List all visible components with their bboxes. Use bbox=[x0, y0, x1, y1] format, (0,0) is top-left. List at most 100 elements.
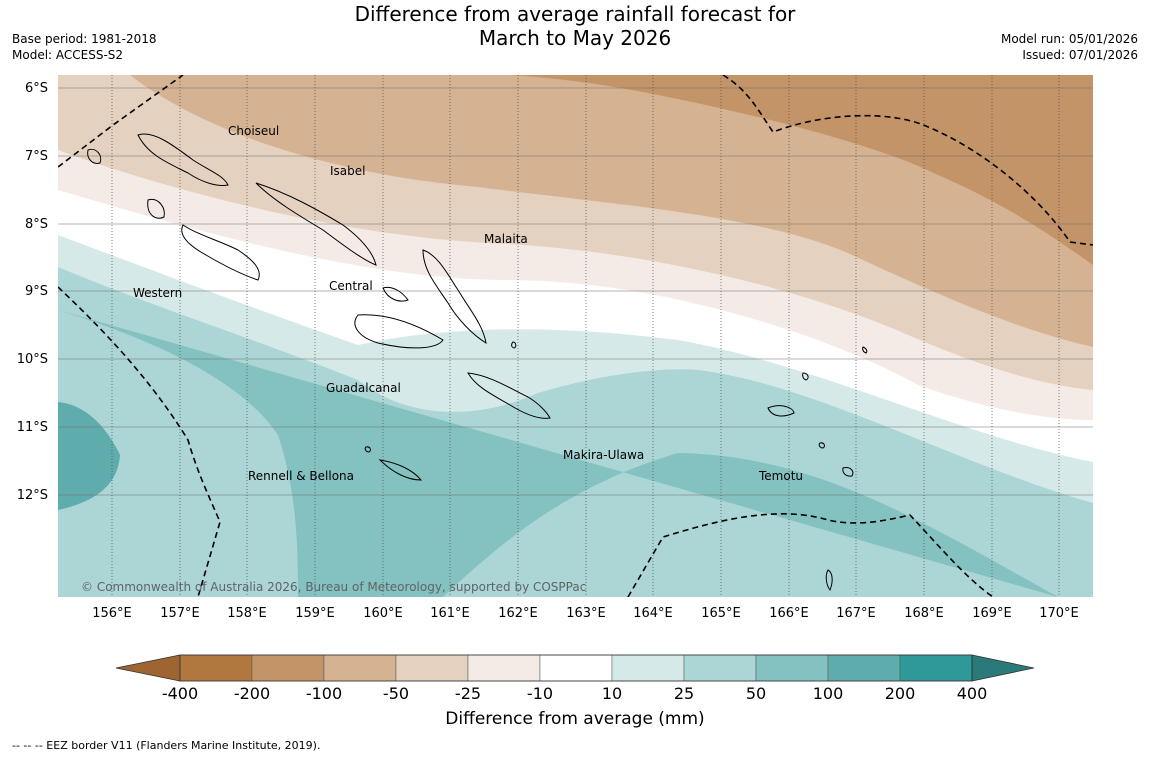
lat-label-10s: 10°S bbox=[16, 352, 48, 367]
eez-border-south bbox=[627, 513, 994, 597]
lon-label-156e: 156°E bbox=[92, 606, 132, 621]
colorbar-segment bbox=[395, 654, 469, 682]
colorbar-tick-label: 50 bbox=[745, 684, 767, 703]
island-rennell bbox=[378, 459, 423, 481]
meta-left: Base period: 1981-2018 Model: ACCESS-S2 bbox=[12, 31, 157, 63]
island-vella-lavella bbox=[147, 198, 165, 219]
lat-label-7s: 7°S bbox=[24, 149, 48, 164]
region-label-isabel: Isabel bbox=[330, 164, 366, 178]
band-wet-100 bbox=[58, 310, 1058, 597]
island-tikopia bbox=[818, 442, 825, 449]
colorbar-segment bbox=[467, 654, 541, 682]
eez-footnote: -- -- -- EEZ border V11 (Flanders Marine… bbox=[12, 739, 321, 752]
colorbar-segment bbox=[755, 654, 829, 682]
island-outlines bbox=[87, 133, 868, 591]
island-vanikoro bbox=[842, 467, 854, 477]
region-label-central: Central bbox=[329, 279, 373, 293]
colorbar-tick-label: 100 bbox=[812, 684, 844, 703]
colorbar-extend-low bbox=[115, 654, 181, 682]
island-makira bbox=[467, 372, 551, 419]
map-area bbox=[58, 75, 1093, 597]
region-label-choiseul: Choiseul bbox=[228, 124, 280, 138]
colorbar-tick-label: -10 bbox=[526, 684, 554, 703]
copyright-notice: © Commonwealth of Australia 2026, Bureau… bbox=[81, 580, 587, 594]
island-ulawa bbox=[511, 341, 517, 349]
island-santa-cruz bbox=[767, 405, 795, 417]
lon-label-158e: 158°E bbox=[227, 606, 267, 621]
lat-label-6s: 6°S bbox=[24, 81, 48, 96]
colorbar bbox=[115, 654, 1035, 682]
lon-label-169e: 169°E bbox=[972, 606, 1012, 621]
band-dry-200 bbox=[508, 75, 1093, 265]
island-sikaiana bbox=[862, 346, 868, 354]
island-bellona bbox=[364, 446, 371, 453]
lon-label-157e: 157°E bbox=[160, 606, 200, 621]
colorbar-segment bbox=[323, 654, 397, 682]
colorbar-segment bbox=[179, 654, 253, 682]
colorbar-segment bbox=[899, 654, 973, 682]
model-run: Model run: 05/01/2026 bbox=[1000, 32, 1138, 46]
colorbar-title: Difference from average (mm) bbox=[445, 709, 705, 729]
colorbar-tick-label: 200 bbox=[884, 684, 916, 703]
colorbar-tick-label: -50 bbox=[382, 684, 410, 703]
region-label-western: Western bbox=[133, 286, 183, 300]
issued-date: Issued: 07/01/2026 bbox=[1022, 48, 1138, 62]
island-shortlands bbox=[87, 148, 102, 164]
model-name: Model: ACCESS-S2 bbox=[12, 48, 124, 62]
colorbar-tick-label: -400 bbox=[161, 684, 199, 703]
lon-label-170e: 170°E bbox=[1039, 606, 1079, 621]
island-guadalcanal bbox=[354, 314, 444, 349]
island-new-georgia bbox=[181, 224, 260, 281]
island-anuta bbox=[825, 569, 833, 591]
meta-right: Model run: 05/01/2026 Issued: 07/01/2026 bbox=[1001, 31, 1138, 63]
band-wet-200 bbox=[58, 402, 120, 510]
band-dry-100 bbox=[80, 75, 1093, 347]
colorbar-tick-label: 10 bbox=[601, 684, 623, 703]
colorbar-segment bbox=[827, 654, 901, 682]
colorbar-tick-label: -100 bbox=[305, 684, 343, 703]
region-label-malaita: Malaita bbox=[484, 232, 528, 246]
map-title: Difference from average rainfall forecas… bbox=[0, 2, 1150, 50]
island-isabel bbox=[255, 182, 377, 266]
latitude-gridlines bbox=[58, 87, 1093, 496]
colorbar-tick-label: -25 bbox=[454, 684, 482, 703]
title-line-2: March to May 2026 bbox=[478, 26, 672, 50]
rainfall-map bbox=[58, 75, 1093, 597]
lon-label-160e: 160°E bbox=[363, 606, 403, 621]
colorbar-tick-label: 400 bbox=[956, 684, 988, 703]
region-label-rennell-bellona: Rennell & Bellona bbox=[248, 469, 355, 483]
colorbar-frame bbox=[179, 654, 973, 682]
lon-label-168e: 168°E bbox=[904, 606, 944, 621]
colorbar-segment bbox=[539, 654, 613, 682]
island-malaita bbox=[422, 249, 487, 345]
region-label-guadalcanal: Guadalcanal bbox=[326, 381, 401, 395]
colorbar-segment bbox=[611, 654, 685, 682]
colorbar-segment bbox=[251, 654, 325, 682]
island-choiseul bbox=[137, 133, 229, 186]
lon-label-163e: 163°E bbox=[566, 606, 606, 621]
title-line-1: Difference from average rainfall forecas… bbox=[354, 2, 796, 26]
longitude-gridlines bbox=[111, 75, 1060, 597]
colorbar-tick-label: 25 bbox=[673, 684, 695, 703]
lat-label-9s: 9°S bbox=[24, 284, 48, 299]
region-label-temotu: Temotu bbox=[759, 469, 804, 483]
island-reef-islands bbox=[802, 372, 809, 381]
eez-border bbox=[58, 75, 1093, 597]
lat-label-11s: 11°S bbox=[16, 420, 48, 435]
colorbar-segment bbox=[683, 654, 757, 682]
lon-label-161e: 161°E bbox=[430, 606, 470, 621]
lat-label-8s: 8°S bbox=[24, 217, 48, 232]
eez-border-northeast bbox=[722, 75, 1093, 246]
region-label-makira-ulawa: Makira-Ulawa bbox=[563, 448, 645, 462]
base-period: Base period: 1981-2018 bbox=[12, 32, 157, 46]
lat-label-12s: 12°S bbox=[16, 488, 48, 503]
lon-label-167e: 167°E bbox=[836, 606, 876, 621]
lon-label-165e: 165°E bbox=[701, 606, 741, 621]
colorbar-tick-label: -200 bbox=[233, 684, 271, 703]
island-florida bbox=[382, 286, 409, 302]
lon-label-162e: 162°E bbox=[498, 606, 538, 621]
eez-border-north bbox=[58, 75, 184, 168]
colorbar-extend-high bbox=[971, 654, 1035, 682]
lon-label-159e: 159°E bbox=[295, 606, 335, 621]
lon-label-166e: 166°E bbox=[769, 606, 809, 621]
